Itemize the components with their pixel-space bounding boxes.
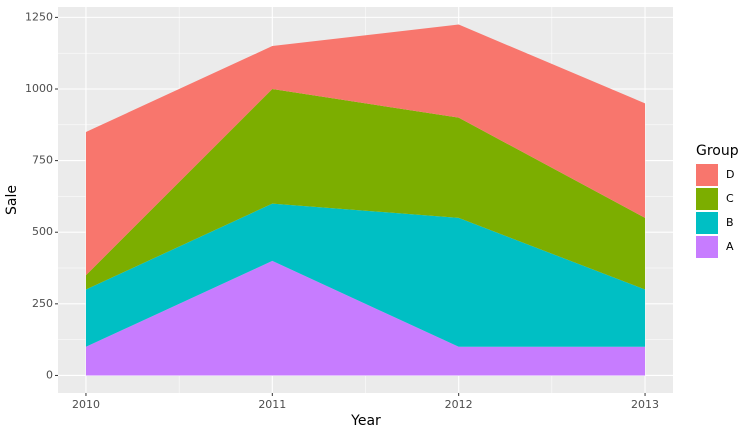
area	[85, 24, 646, 276]
area	[85, 203, 646, 347]
x-tick-label: 2012	[445, 398, 473, 411]
y-tick-label: 0	[46, 368, 53, 381]
legend-label: C	[726, 192, 734, 205]
y-tick-label: 750	[32, 154, 53, 167]
legend-label: B	[726, 216, 734, 229]
y-axis-title: Sale	[4, 185, 20, 215]
y-tick-label: 250	[32, 297, 53, 310]
legend-key	[696, 212, 718, 234]
area	[85, 88, 646, 290]
y-tick-label: 500	[32, 225, 53, 238]
y-tick-label: 1000	[25, 82, 53, 95]
legend-key	[696, 236, 718, 258]
legend-title: Group	[696, 143, 739, 159]
x-axis-title: Year	[350, 413, 381, 429]
legend-label: D	[726, 168, 734, 181]
y-tick-label: 1250	[25, 10, 53, 23]
x-tick-label: 2011	[258, 398, 286, 411]
legend-label: A	[726, 240, 734, 253]
legend-key	[696, 188, 718, 210]
x-tick-label: 2013	[631, 398, 659, 411]
x-tick-label: 2010	[72, 398, 100, 411]
legend-key	[696, 164, 718, 186]
